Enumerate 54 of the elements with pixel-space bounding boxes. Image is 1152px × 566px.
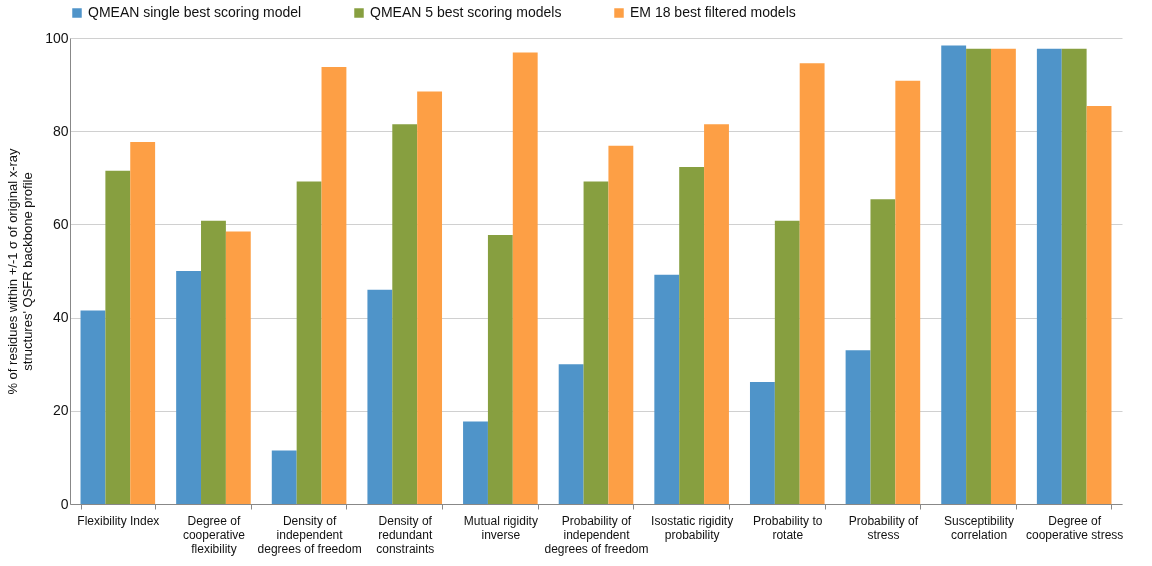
- legend-label: EM 18 best filtered models: [630, 4, 796, 20]
- bar: [201, 220, 226, 504]
- x-tick-label: Probability to rotate: [753, 513, 823, 542]
- bar: [608, 145, 634, 504]
- bar: [583, 181, 609, 504]
- x-tick-label: Degree of cooperative stress: [1025, 513, 1124, 542]
- bar: [845, 350, 871, 504]
- x-tick-label: Probability of stress: [848, 513, 919, 542]
- bar: [417, 91, 443, 504]
- bar: [895, 80, 921, 504]
- bar: [558, 364, 584, 504]
- bar: [1061, 48, 1087, 504]
- bar: [367, 289, 393, 504]
- bar: [870, 199, 896, 504]
- y-tick-label: 20: [52, 402, 69, 419]
- bar: [1036, 48, 1062, 504]
- bar: [1086, 106, 1112, 504]
- y-axis-title: % of residues within +/-1 σ of original x-ray structures' QSFR backbone profile: [5, 147, 36, 395]
- y-tick-label: 60: [52, 215, 69, 232]
- bar: [176, 271, 202, 504]
- bar: [941, 45, 967, 504]
- x-tick-label: Mutual rigidity inverse: [463, 513, 538, 542]
- x-tick-label: Susceptibility correlation: [944, 513, 1015, 542]
- x-tick-label: Probability of independent degrees of freedom: [544, 513, 649, 556]
- bar: [679, 167, 705, 504]
- y-tick-label: 40: [52, 309, 69, 326]
- x-tick-label: Flexibility Index: [77, 513, 160, 528]
- bar: [704, 124, 729, 504]
- bar: [80, 310, 106, 504]
- bar: [512, 52, 538, 504]
- bar: [799, 63, 825, 504]
- bar: [990, 48, 1016, 504]
- x-tick-label: Degree of cooperative flexibility: [182, 513, 246, 556]
- x-tick-label: Density of independent degrees of freedom: [257, 513, 362, 556]
- bar: [296, 181, 322, 504]
- x-tick-label: Density of redundant constraints: [376, 513, 435, 556]
- bar: [321, 66, 347, 504]
- bar: [130, 141, 156, 504]
- bar: [225, 231, 251, 504]
- bar: [774, 220, 800, 504]
- bar: [271, 450, 297, 504]
- bar: [463, 421, 488, 504]
- bar: [392, 124, 418, 504]
- bar: [487, 235, 513, 504]
- bar: [966, 48, 991, 504]
- legend-label: QMEAN single best scoring model: [88, 4, 302, 20]
- bar: [105, 170, 131, 504]
- x-tick-label: Isostatic rigidity probability: [651, 513, 734, 542]
- y-tick-label: 0: [60, 495, 69, 512]
- y-tick-label: 80: [52, 122, 69, 139]
- y-tick-label: 100: [45, 29, 69, 46]
- legend-label: QMEAN 5 best scoring models: [370, 4, 562, 20]
- bar: [749, 381, 775, 504]
- bar: [654, 274, 680, 504]
